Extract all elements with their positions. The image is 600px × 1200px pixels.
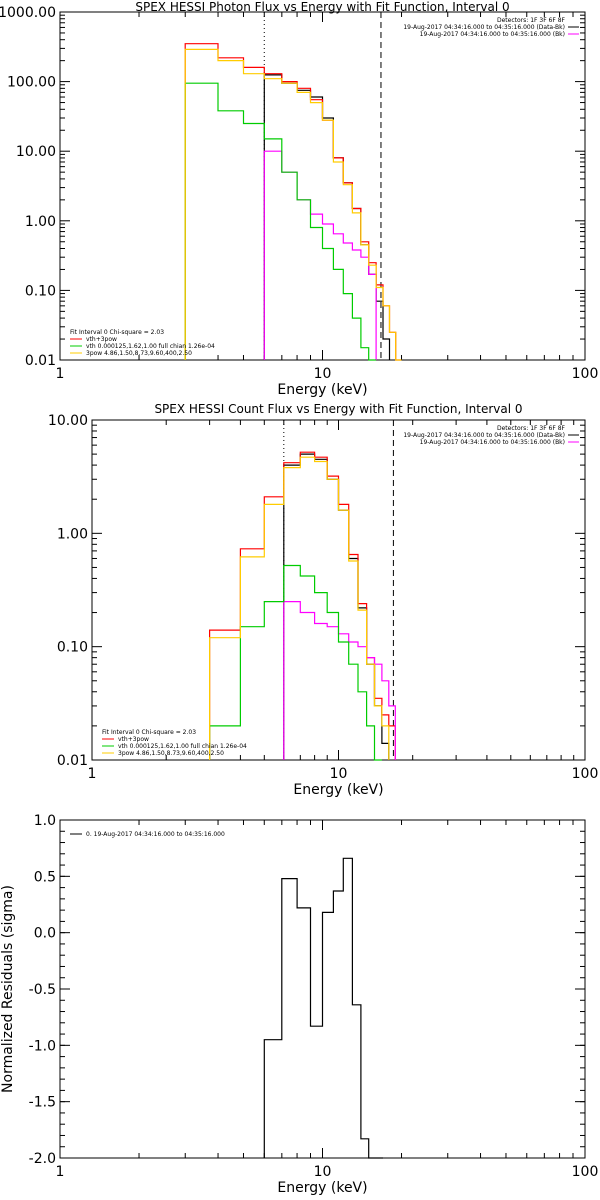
series-step-line-3: [263, 150, 377, 360]
chart-panel-1: SPEX HESSI Photon Flux vs Energy with Fi…: [0, 0, 598, 398]
x-axis-label: Energy (keV): [293, 782, 383, 798]
series-step-line-1: [283, 453, 390, 760]
series-step-line-2: [209, 451, 396, 760]
chart-title: SPEX HESSI Count Flux vs Energy with Fit…: [154, 402, 522, 416]
x-tick-label: 100: [572, 766, 599, 782]
plot-frame: [91, 419, 586, 761]
legend-top-entry: 19-Aug-2017 04:34:16.000 to 04:35:16.000…: [403, 432, 565, 439]
x-tick-label: 10: [314, 1164, 332, 1180]
x-tick-label: 10: [330, 766, 348, 782]
chart-panel-3: 1 10 100 1.0 0.5 0.0 -0.5 -1.0 -1.5 -2.0 Energy (k…: [0, 813, 598, 1196]
x-axis-label: Energy (keV): [277, 1180, 367, 1196]
x-tick-label: 10: [314, 366, 332, 382]
y-tick-label: 100.00: [7, 75, 56, 91]
legend-bottom-entry: vth+3pow: [86, 336, 117, 343]
y-tick-label: 0.0: [34, 926, 56, 942]
chart-panel-2: SPEX HESSI Count Flux vs Energy with Fit…: [48, 402, 598, 798]
series-step-line-3: [283, 601, 396, 760]
legend-bottom-entry: Fit Interval 0 Chi-square = 2.03: [102, 729, 196, 736]
series-step-line-5: [209, 456, 390, 760]
y-axis-label: Normalized Residuals (sigma): [0, 885, 16, 1093]
legend-top-entry: 0. 19-Aug-2017 04:34:16.000 to 04:35:16.…: [86, 831, 225, 838]
series-step-line-4: [209, 564, 382, 761]
y-tick-label: 10.00: [16, 144, 56, 160]
legend-bottom-entry: vth 0.000125,1.62,1.00 full chian 1.26e-…: [118, 743, 247, 750]
y-tick-label: -1.5: [29, 1095, 56, 1111]
x-tick-label: 100: [572, 1164, 599, 1180]
y-tick-label: 0.01: [57, 753, 88, 769]
x-tick-label: 100: [572, 366, 599, 382]
y-tick-label: 0.10: [25, 283, 56, 299]
x-tick-label: 1: [88, 766, 97, 782]
series-step-line-1: [263, 857, 383, 1159]
x-axis-label: Energy (keV): [277, 382, 367, 398]
series-step-line-5: [184, 48, 402, 361]
y-tick-label: -1.0: [29, 1038, 56, 1054]
y-tick-label: -0.5: [29, 982, 56, 998]
x-tick-label: 1: [56, 1164, 65, 1180]
y-tick-label: 0.5: [34, 869, 56, 885]
y-tick-label: 1.0: [34, 813, 56, 829]
y-tick-label: 10.00: [48, 413, 88, 429]
series-step-line-4: [184, 82, 377, 361]
legend-bottom-entry: 3pow 4.86,1.50,8.73,9.60,400,2.50: [118, 750, 224, 757]
y-tick-label: 0.01: [25, 353, 56, 369]
legend-bottom-entry: vth 0.000125,1.62,1.00 full chian 1.26e-…: [86, 343, 215, 350]
y-tick-label: 1.00: [25, 214, 56, 230]
legend-top-entry: Detectors: 1F 3F 6F 8F: [497, 17, 566, 24]
y-tick-label: 1000.00: [0, 5, 56, 21]
legend-top-entry: 19-Aug-2017 04:34:16.000 to 04:35:16.000…: [420, 31, 565, 38]
y-tick-label: 1.00: [57, 526, 88, 542]
series-step-line-1: [263, 74, 391, 360]
legend-top-entry: Detectors: 1F 3F 6F 8F: [497, 425, 566, 432]
y-tick-label: -2.0: [29, 1151, 56, 1167]
legend-bottom-entry: Fit Interval 0 Chi-square = 2.03: [70, 329, 164, 336]
legend-top-entry: 19-Aug-2017 04:34:16.000 to 04:35:16.000…: [403, 24, 565, 31]
chart-title: SPEX HESSI Photon Flux vs Energy with Fi…: [135, 0, 509, 14]
legend-top-entry: 19-Aug-2017 04:34:16.000 to 04:35:16.000…: [420, 439, 565, 446]
x-tick-label: 1: [56, 366, 65, 382]
legend-bottom-entry: 3pow 4.86,1.50,8.73,9.60,400,2.50: [86, 350, 192, 357]
plot-frame: [59, 11, 586, 361]
legend-bottom-entry: vth+3pow: [118, 736, 149, 743]
y-tick-label: 0.10: [57, 640, 88, 656]
